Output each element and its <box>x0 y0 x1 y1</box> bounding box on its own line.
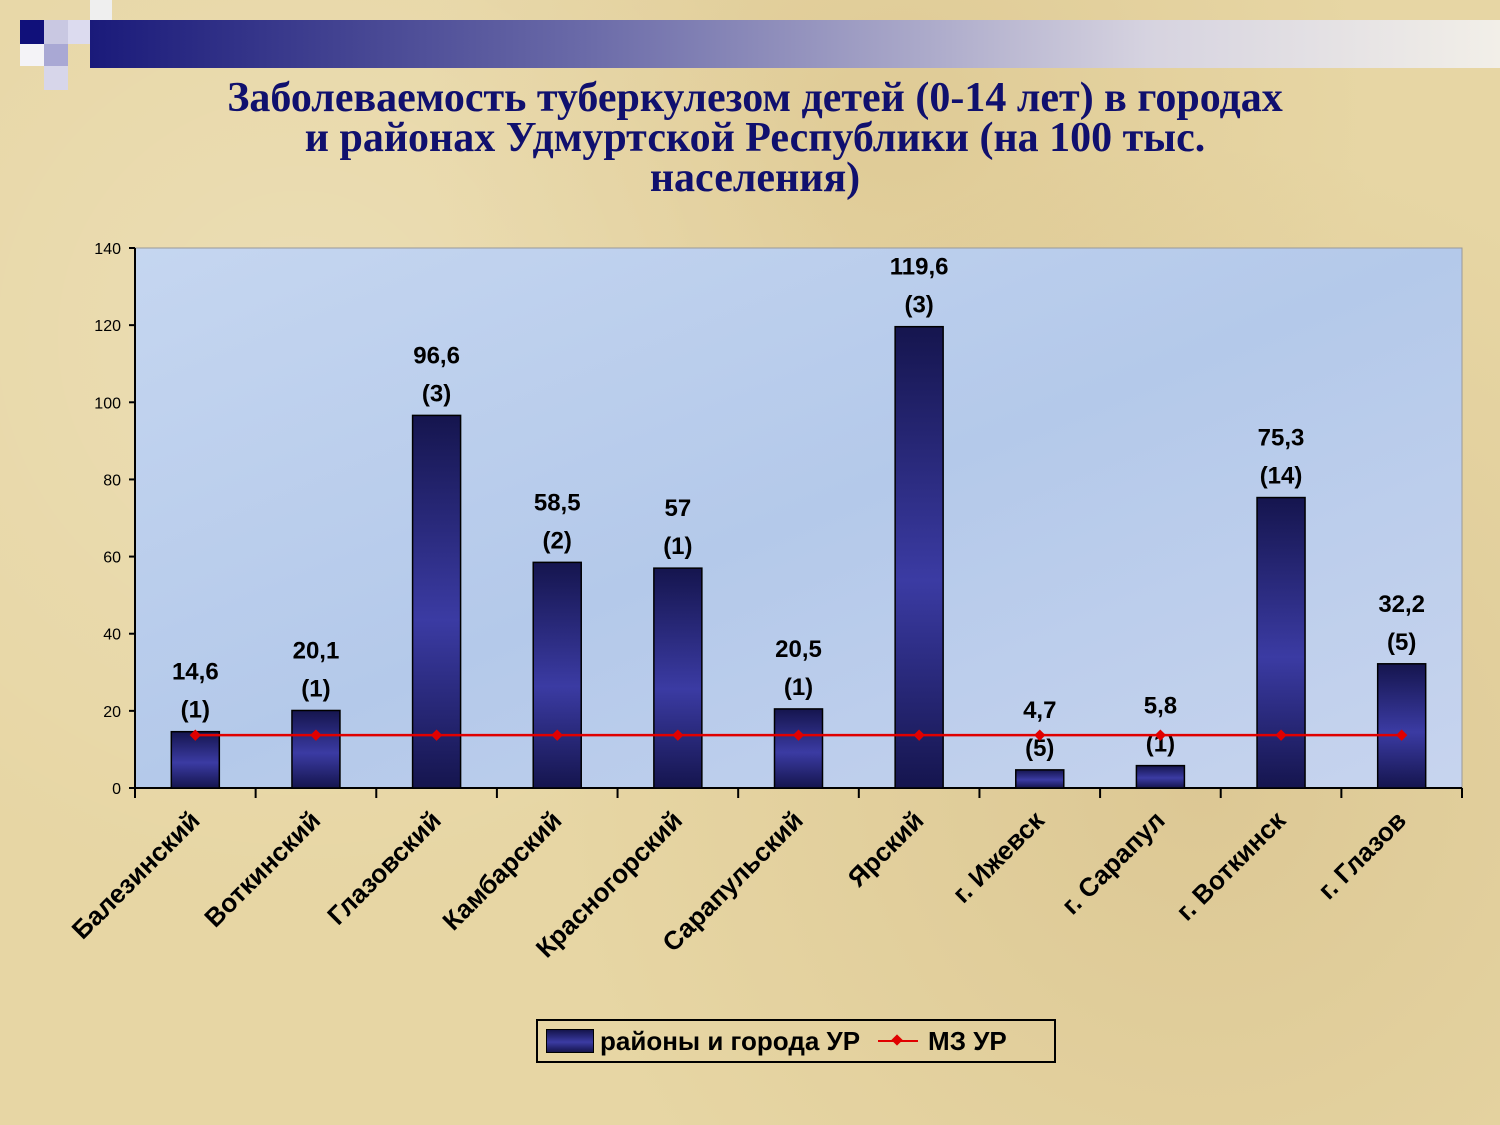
x-category-label: Воткинский <box>198 805 326 933</box>
line-marker <box>1034 729 1046 741</box>
y-tick-label: 100 <box>94 395 121 412</box>
decor-square-white <box>20 44 44 66</box>
bar-count-label: (3) <box>904 292 933 319</box>
line-marker <box>189 729 201 741</box>
y-tick-label: 80 <box>103 472 121 489</box>
line-marker <box>913 729 925 741</box>
decor-square-light <box>68 20 90 44</box>
line-marker <box>1396 729 1408 741</box>
decor-square-mid <box>44 44 68 66</box>
bar <box>1376 663 1427 789</box>
bar <box>894 325 944 789</box>
bar-value-label: 57 <box>665 495 692 522</box>
header-gradient-bar <box>90 20 1500 68</box>
bar-value-label: 119,6 <box>890 254 949 281</box>
decor-square-white <box>90 0 112 20</box>
bar <box>1135 764 1186 789</box>
x-category-label: г. Глазов <box>1312 805 1412 905</box>
x-category-label: Глазовский <box>321 805 447 931</box>
y-tick-label: 140 <box>94 241 121 258</box>
bar-value-label: 20,1 <box>293 637 340 664</box>
y-tick-label: 40 <box>103 627 121 644</box>
bar-value-label: 14,6 <box>172 659 219 686</box>
x-category-label: г. Сарапул <box>1055 805 1170 920</box>
title-line-1: Заболеваемость туберкулезом детей (0-14 … <box>227 75 1283 121</box>
bar-value-label: 4,7 <box>1023 697 1056 724</box>
bar-value-label: 75,3 <box>1258 425 1305 452</box>
bar <box>532 561 582 789</box>
line-marker <box>792 729 805 741</box>
legend-bar-swatch <box>546 1029 594 1053</box>
x-category-label: г. Воткинск <box>1170 804 1292 926</box>
line-marker <box>551 729 563 741</box>
bar-count-label: (2) <box>543 527 572 554</box>
bar-value-label: 5,8 <box>1144 693 1177 720</box>
line-marker <box>430 729 443 741</box>
bar <box>291 709 341 789</box>
line-marker <box>1154 729 1167 741</box>
y-tick-label: 0 <box>112 781 121 798</box>
x-category-label: Ярский <box>842 805 930 893</box>
decor-square-light <box>44 66 68 90</box>
x-category-label: Камбарский <box>436 805 567 936</box>
bar <box>1256 496 1306 789</box>
title-line-3: населения) <box>649 155 861 201</box>
legend-label-bars: районы и города УР <box>600 1025 861 1056</box>
line-marker <box>1275 729 1287 741</box>
title-line-2: и районах Удмуртской Республики (на 100 … <box>304 115 1206 161</box>
bar-value-label: 58,5 <box>534 489 581 516</box>
y-tick-label: 60 <box>103 550 121 567</box>
bar-count-label: (14) <box>1260 463 1303 490</box>
legend: районы и города УР МЗ УР <box>536 1019 1056 1063</box>
bar-count-label: (1) <box>301 675 330 702</box>
bar-count-label: (1) <box>663 533 692 560</box>
bar-count-label: (3) <box>422 380 451 407</box>
bar <box>1015 769 1065 789</box>
legend-label-line: МЗ УР <box>928 1025 1007 1056</box>
bar <box>170 730 221 789</box>
bar-count-label: (1) <box>181 697 210 724</box>
bar <box>411 414 462 789</box>
plot-area <box>134 247 1463 789</box>
decor-square-dark <box>20 20 44 44</box>
bar-value-label: 32,2 <box>1378 591 1425 618</box>
decor-square-light <box>44 20 68 44</box>
bar-value-label: 96,6 <box>413 342 460 369</box>
legend-line-swatch <box>878 1040 919 1042</box>
bar <box>653 567 703 789</box>
y-tick-label: 20 <box>103 704 121 721</box>
bar-count-label: (1) <box>784 674 813 701</box>
bar <box>773 708 824 789</box>
x-category-label: Балезинский <box>66 805 206 945</box>
bar-value-label: 20,5 <box>775 636 822 663</box>
x-category-label: г. Ижевск <box>946 804 1050 908</box>
slide-title: Заболеваемость туберкулезом детей (0-14 … <box>60 75 1450 201</box>
line-marker <box>672 729 684 741</box>
line-marker <box>310 729 322 741</box>
bar-count-label: (5) <box>1387 629 1416 656</box>
y-tick-label: 120 <box>94 318 121 335</box>
